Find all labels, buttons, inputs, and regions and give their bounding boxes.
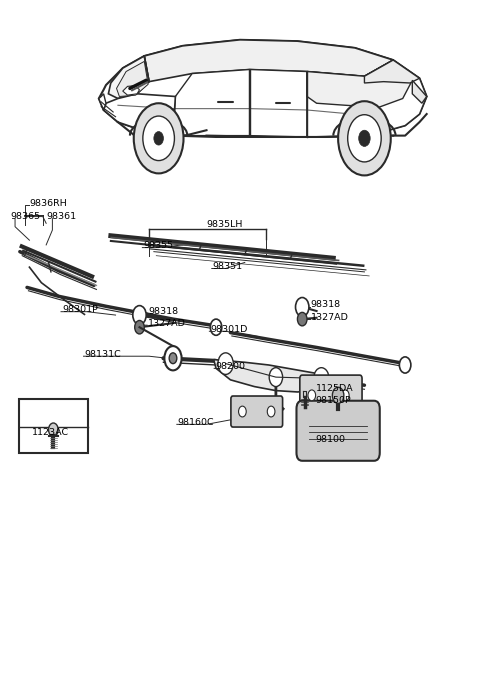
Circle shape [359,130,370,147]
Circle shape [332,387,344,404]
Circle shape [133,306,146,324]
Polygon shape [99,94,106,110]
Circle shape [143,116,174,161]
Polygon shape [123,86,140,95]
Polygon shape [364,60,420,83]
Text: 1327AD: 1327AD [311,312,348,322]
Text: 98301D: 98301D [210,324,248,334]
Circle shape [239,406,246,417]
Text: 98131C: 98131C [84,349,121,359]
Circle shape [348,115,381,162]
Circle shape [269,368,283,387]
Text: 1123AC: 1123AC [32,428,69,437]
Circle shape [169,353,177,364]
Polygon shape [144,40,393,82]
Text: 98351: 98351 [213,262,243,271]
Polygon shape [250,70,307,137]
Text: 98150P: 98150P [316,395,351,404]
Text: 98301P: 98301P [62,305,98,314]
Text: 98361: 98361 [46,212,76,221]
Text: 98318: 98318 [148,306,178,316]
FancyBboxPatch shape [231,396,283,427]
Text: 1125DA: 1125DA [316,384,353,393]
Polygon shape [412,80,427,103]
Circle shape [134,103,183,174]
FancyBboxPatch shape [297,401,380,461]
Circle shape [164,346,181,370]
Text: 98355: 98355 [144,241,173,250]
Polygon shape [99,40,427,137]
Text: 1327AD: 1327AD [148,318,186,328]
Circle shape [267,406,275,417]
Polygon shape [307,60,412,107]
Text: 98200: 98200 [215,362,245,371]
Circle shape [210,319,222,335]
Circle shape [308,390,316,401]
Text: 9835LH: 9835LH [206,220,243,229]
Circle shape [48,423,58,437]
Text: 98318: 98318 [311,300,341,310]
Text: 98100: 98100 [316,435,346,443]
Polygon shape [108,56,149,99]
Text: 98160C: 98160C [178,418,215,427]
Polygon shape [214,360,336,392]
Text: 98365: 98365 [10,212,40,221]
Polygon shape [173,70,250,136]
Polygon shape [117,62,148,97]
Text: 9836RH: 9836RH [29,199,67,208]
Circle shape [314,368,329,389]
Circle shape [296,297,309,316]
FancyBboxPatch shape [300,375,362,416]
Circle shape [341,390,349,401]
Circle shape [218,353,233,375]
Circle shape [338,101,391,175]
Circle shape [154,132,163,145]
Polygon shape [104,94,175,136]
Bar [19,399,88,453]
Polygon shape [307,60,427,137]
Circle shape [135,320,144,334]
Circle shape [298,312,307,326]
Circle shape [399,357,411,373]
